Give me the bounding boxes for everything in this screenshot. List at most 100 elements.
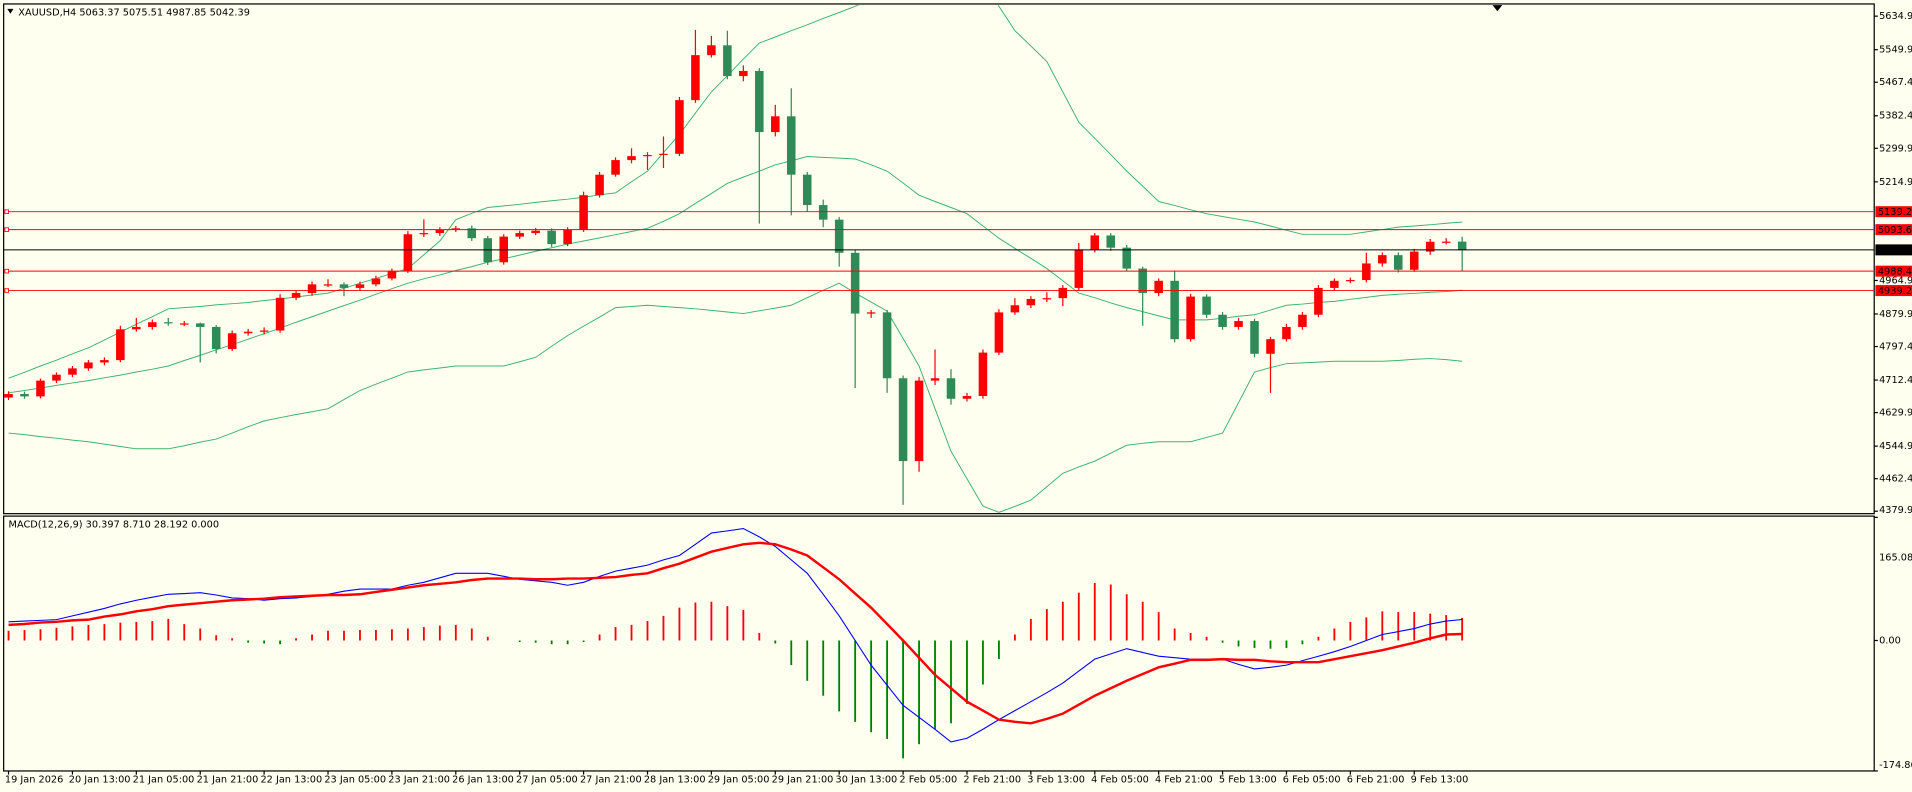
- candle-body: [882, 312, 892, 379]
- candle-body: [1394, 255, 1403, 270]
- candle-body: [227, 333, 237, 350]
- candle-body: [1378, 255, 1387, 264]
- line-series: [8, 541, 1463, 725]
- x-tick-label: 2 Feb 21:00: [963, 774, 1021, 785]
- candle-body: [291, 293, 301, 298]
- candle-body: [691, 55, 700, 101]
- candle-body: [818, 205, 828, 220]
- x-tick-label: 23 Jan 05:00: [324, 774, 386, 785]
- x-tick-label: 9 Feb 13:00: [1411, 774, 1469, 785]
- candle-body: [148, 322, 157, 327]
- candle-body: [563, 229, 572, 245]
- candle-body: [595, 174, 604, 196]
- candle-body: [1250, 321, 1259, 354]
- candle-body: [419, 233, 429, 235]
- candle-body: [771, 116, 780, 133]
- candle-body: [675, 100, 684, 154]
- macd-pane: [3, 515, 1875, 772]
- price-tag: [1875, 265, 1912, 277]
- price-tag-label: 5042.39: [1878, 245, 1912, 256]
- candle-body: [100, 360, 109, 363]
- candle-body: [994, 312, 1004, 353]
- y-tick-label: 5634.90: [1879, 11, 1912, 22]
- candle-body: [179, 323, 189, 325]
- candle-body: [1298, 314, 1307, 327]
- y-tick-label: 4712.40: [1879, 375, 1912, 386]
- price-tag-label: 5093.65: [1878, 225, 1912, 236]
- x-tick-label: 29 Jan 21:00: [772, 774, 834, 785]
- candle-body: [802, 174, 812, 206]
- candle-body: [1266, 339, 1275, 354]
- candle-body: [339, 284, 349, 288]
- candle-body: [962, 395, 972, 399]
- x-tick-label: 21 Jan 05:00: [133, 774, 195, 785]
- candle-body: [850, 252, 860, 314]
- candle-body: [1090, 235, 1100, 251]
- candle-body: [1409, 251, 1419, 270]
- candle-body: [1234, 321, 1243, 327]
- x-tick-label: 22 Jan 13:00: [260, 774, 322, 785]
- candle-body: [275, 297, 285, 331]
- x-tick-label: 28 Jan 13:00: [644, 774, 706, 785]
- candle-body: [914, 380, 924, 462]
- x-tick-label: 26 Jan 13:00: [452, 774, 514, 785]
- x-tick-label: 19 Jan 2026: [5, 774, 63, 785]
- candle-body: [1330, 280, 1339, 288]
- x-tick-label: 23 Jan 21:00: [388, 774, 450, 785]
- y-tick-label: 4462.40: [1879, 474, 1912, 485]
- candle-body: [1362, 263, 1371, 281]
- candle-body: [978, 352, 988, 396]
- candle-body: [707, 45, 716, 56]
- candle-body: [20, 394, 29, 397]
- y-tick-label: -174.867: [1879, 760, 1912, 771]
- x-tick-label: 2 Feb 05:00: [899, 774, 957, 785]
- shift-marker: [1492, 5, 1503, 12]
- y-tick-label: 165.082: [1879, 553, 1912, 564]
- line-series: [8, 5, 1463, 379]
- candle-body: [1457, 241, 1467, 250]
- x-tick-label: 27 Jan 05:00: [516, 774, 578, 785]
- candle-body: [739, 70, 748, 77]
- candle-body: [611, 160, 620, 175]
- price-tag: [1875, 285, 1912, 297]
- candle-body: [946, 378, 956, 399]
- candle-body: [723, 45, 732, 77]
- candle-body: [84, 362, 93, 369]
- price-tag-label: 5139.20: [1878, 207, 1912, 218]
- line-series: [8, 282, 1463, 513]
- x-tick-label: 3 Feb 13:00: [1027, 774, 1085, 785]
- price-tag-label: 4939.28: [1878, 286, 1912, 297]
- candle-body: [579, 195, 588, 230]
- candle-body: [1042, 298, 1052, 300]
- x-tick-label: 27 Jan 21:00: [580, 774, 642, 785]
- menu-arrow[interactable]: [7, 8, 14, 14]
- candle-body: [866, 312, 876, 314]
- candle-body: [259, 330, 269, 332]
- x-tick-label: 21 Jan 21:00: [197, 774, 259, 785]
- candle-body: [116, 329, 125, 361]
- candle-body: [1106, 235, 1116, 248]
- candle-body: [1138, 268, 1147, 294]
- candle-body: [659, 153, 668, 156]
- candle-body: [643, 154, 652, 157]
- candle-body: [930, 378, 940, 381]
- x-tick-label: 29 Jan 05:00: [708, 774, 770, 785]
- candle-body: [52, 374, 61, 381]
- candle-body: [435, 229, 445, 234]
- y-tick-label: 4544.90: [1879, 441, 1912, 452]
- y-tick-label: 4964.90: [1879, 275, 1912, 286]
- macd-title: MACD(12,26,9) 30.397 8.710 28.192 0.000: [9, 520, 220, 531]
- candle-body: [1154, 280, 1163, 294]
- y-tick-label: 5549.90: [1879, 45, 1912, 56]
- level-handle: [4, 227, 9, 232]
- y-tick-label: 5214.90: [1879, 177, 1912, 188]
- candle-body: [1170, 280, 1179, 340]
- candle-body: [1058, 287, 1068, 299]
- candle-body: [1282, 326, 1291, 340]
- main-pane: [3, 3, 1875, 515]
- candle-body: [1026, 298, 1036, 306]
- candle-body: [1218, 314, 1227, 327]
- candle-body: [1346, 280, 1355, 282]
- candle-body: [755, 70, 764, 133]
